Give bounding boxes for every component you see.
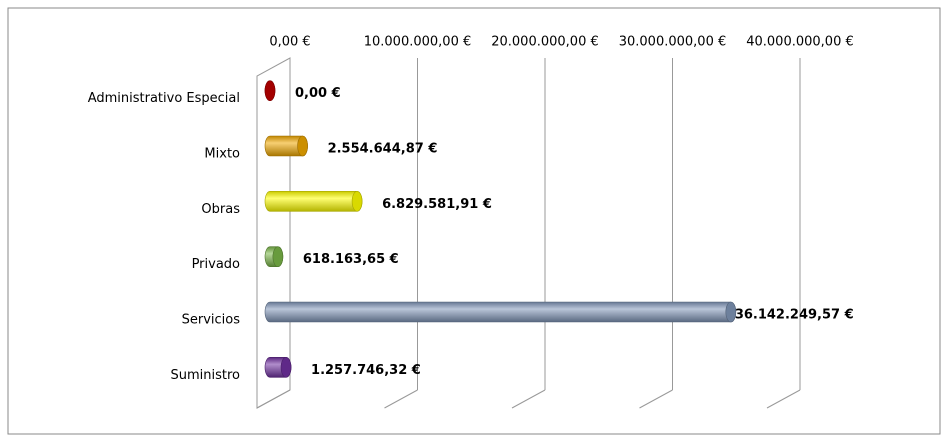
bar — [264, 301, 737, 323]
x-tick-label: 20.000.000,00 € — [491, 35, 599, 50]
bar — [264, 191, 363, 212]
grid-line-floor — [766, 389, 801, 409]
bar-cap — [280, 357, 292, 378]
data-label: 36.142.249,57 € — [735, 308, 854, 323]
grid-line-floor — [639, 389, 673, 409]
bar-cap — [725, 301, 737, 323]
data-label: 0,00 € — [295, 86, 341, 101]
bar-cap — [351, 191, 363, 212]
grid-line-floor — [256, 389, 291, 409]
bar-cap — [272, 246, 284, 267]
bar-cap — [264, 80, 276, 101]
chart-border — [7, 7, 941, 435]
y-tick-label: Privado — [192, 257, 240, 272]
x-tick-label: 40.000.000,00 € — [746, 35, 854, 50]
data-label: 618.163,65 € — [303, 252, 399, 267]
data-label: 1.257.746,32 € — [311, 363, 421, 378]
x-tick-label: 0,00 € — [269, 35, 310, 50]
bar-cap — [297, 135, 308, 157]
grid-line-floor — [511, 389, 546, 409]
y-tick-label: Suministro — [170, 368, 240, 383]
data-label: 2.554.644,87 € — [328, 142, 438, 157]
y-tick-label: Servicios — [182, 313, 241, 328]
x-tick-label: 30.000.000,00 € — [619, 35, 727, 50]
y-tick-label: Obras — [201, 202, 240, 217]
data-label: 6.829.581,91 € — [382, 197, 492, 212]
y-tick-label: Administrativo Especial — [88, 91, 240, 106]
y-tick-label: Mixto — [204, 147, 240, 162]
x-tick-label: 10.000.000,00 € — [364, 35, 472, 50]
grid-line-floor — [384, 389, 418, 409]
